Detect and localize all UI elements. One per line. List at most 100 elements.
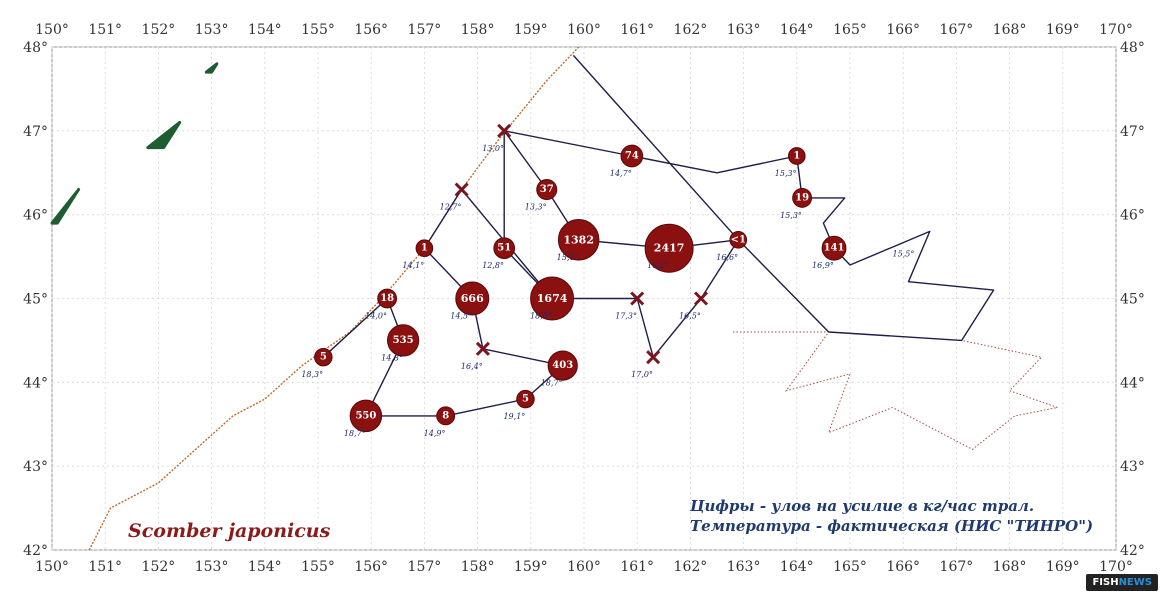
longitude-label-top: 163° — [727, 22, 761, 38]
longitude-label-bottom: 167° — [940, 559, 974, 575]
catch-value: 74 — [625, 150, 639, 161]
catch-circle — [821, 235, 847, 261]
catch-value: 5 — [522, 394, 529, 405]
catch-circle — [349, 399, 383, 433]
catch-circle — [547, 350, 578, 381]
empty-station-cross — [454, 182, 469, 197]
temperature-label: 18,3° — [301, 370, 323, 379]
catch-circle — [644, 223, 694, 273]
legend-text: Цифры - улов на усилие в кг/час трал. Те… — [690, 496, 1093, 536]
longitude-label-bottom: 153° — [195, 559, 229, 575]
longitude-label-top: 157° — [408, 22, 442, 38]
longitude-label-bottom: 157° — [408, 559, 442, 575]
temperature-label: 14,5° — [450, 312, 472, 321]
latitude-label-left: 42° — [23, 543, 48, 559]
island-shape — [50, 188, 81, 225]
vessel-track — [423, 189, 463, 249]
catch-circle — [530, 276, 575, 321]
fishnews-logo: FISHNEWS — [1086, 574, 1158, 591]
longitude-label-bottom: 150° — [35, 559, 69, 575]
temperature-label: 12,7° — [440, 203, 462, 212]
longitude-label-bottom: 158° — [461, 559, 495, 575]
longitude-label-top: 165° — [833, 22, 867, 38]
longitude-label-top: 153° — [195, 22, 229, 38]
catch-circle — [620, 144, 644, 168]
catch-value: 550 — [355, 410, 376, 421]
latitude-label-right: 43° — [1120, 459, 1145, 475]
longitude-label-top: 160° — [567, 22, 601, 38]
latitude-label-left: 48° — [23, 40, 48, 56]
longitude-label-bottom: 168° — [993, 559, 1027, 575]
longitude-label-top: 154° — [248, 22, 282, 38]
longitude-label-bottom: 165° — [833, 559, 867, 575]
catch-value: 37 — [540, 184, 554, 195]
catch-circle — [516, 389, 535, 409]
catch-value: 535 — [393, 335, 414, 346]
longitude-label-bottom: 164° — [780, 559, 814, 575]
temperature-label: 14,7° — [610, 169, 632, 178]
latitude-label-right: 47° — [1120, 124, 1145, 140]
temperature-label: 14,8° — [381, 353, 403, 362]
latitude-label-right: 42° — [1120, 543, 1145, 559]
longitude-label-bottom: 159° — [514, 559, 548, 575]
catch-value: 1674 — [537, 292, 568, 305]
catch-circle — [787, 147, 806, 165]
catch-circle — [377, 288, 398, 309]
longitude-label-top: 170° — [1099, 22, 1133, 38]
longitude-label-top: 158° — [461, 22, 495, 38]
longitude-label-bottom: 156° — [354, 559, 388, 575]
catch-circle — [792, 187, 813, 208]
latitude-label-left: 43° — [23, 459, 48, 475]
island-shape — [146, 120, 182, 150]
map-axis-labels: 150° 150° 151° 151° 152° 152° 153° 153° 154° 154°… — [23, 22, 1145, 575]
temperature-label: 12,8° — [482, 261, 504, 270]
longitude-label-top: 159° — [514, 22, 548, 38]
catch-value: 666 — [461, 292, 484, 305]
logo-part-fish: FISH — [1092, 577, 1119, 588]
catch-value: 19 — [795, 192, 809, 203]
longitude-label-bottom: 170° — [1099, 559, 1133, 575]
temperature-label: 19,1° — [503, 412, 525, 421]
temperature-label: 13,0° — [482, 144, 504, 153]
catch-circle — [493, 237, 516, 260]
temperature-label: 14,1° — [402, 261, 424, 270]
temperature-label: 16,9° — [812, 261, 834, 270]
temperature-label: 15,3° — [780, 211, 802, 220]
temperature-label: 18,7° — [344, 429, 366, 438]
temperature-label: 17,3° — [615, 312, 637, 321]
longitude-label-top: 169° — [1046, 22, 1080, 38]
catch-value: 2417 — [654, 242, 685, 255]
catch-circle — [415, 239, 434, 258]
catch-circle — [729, 230, 748, 249]
longitude-label-top: 166° — [886, 22, 920, 38]
catch-value: 18 — [380, 293, 394, 304]
latitude-label-left: 46° — [23, 208, 48, 224]
catch-circle — [536, 179, 558, 201]
temperature-label: 13,3° — [525, 203, 547, 212]
catch-value: <1 — [731, 234, 746, 245]
temperature-label: 18,0° — [530, 312, 552, 321]
legend-line-temperature: Температура - фактическая (НИС "ТИНРО") — [690, 517, 1094, 535]
longitude-label-bottom: 163° — [727, 559, 761, 575]
catch-value: 8 — [442, 410, 449, 421]
empty-station-cross — [497, 123, 512, 138]
temperature-label: 16,4° — [461, 362, 483, 371]
longitude-label-bottom: 151° — [88, 559, 122, 575]
longitude-label-top: 155° — [301, 22, 335, 38]
longitude-label-bottom: 155° — [301, 559, 335, 575]
temperature-label: 15,1° — [557, 253, 579, 262]
catch-circle — [455, 281, 490, 316]
catch-value: 1 — [793, 150, 800, 161]
temperature-label: 15,5° — [893, 250, 915, 259]
latitude-label-right: 45° — [1120, 292, 1145, 308]
empty-station-cross — [475, 341, 490, 356]
island-shape — [204, 62, 219, 74]
latitude-label-right: 48° — [1120, 40, 1145, 56]
longitude-label-bottom: 166° — [886, 559, 920, 575]
catch-value: 5 — [320, 352, 327, 363]
catch-value: 1382 — [563, 233, 594, 246]
catch-value: 403 — [552, 360, 573, 371]
latitude-label-right: 46° — [1120, 208, 1145, 224]
temperature-label: 16,5° — [679, 312, 701, 321]
